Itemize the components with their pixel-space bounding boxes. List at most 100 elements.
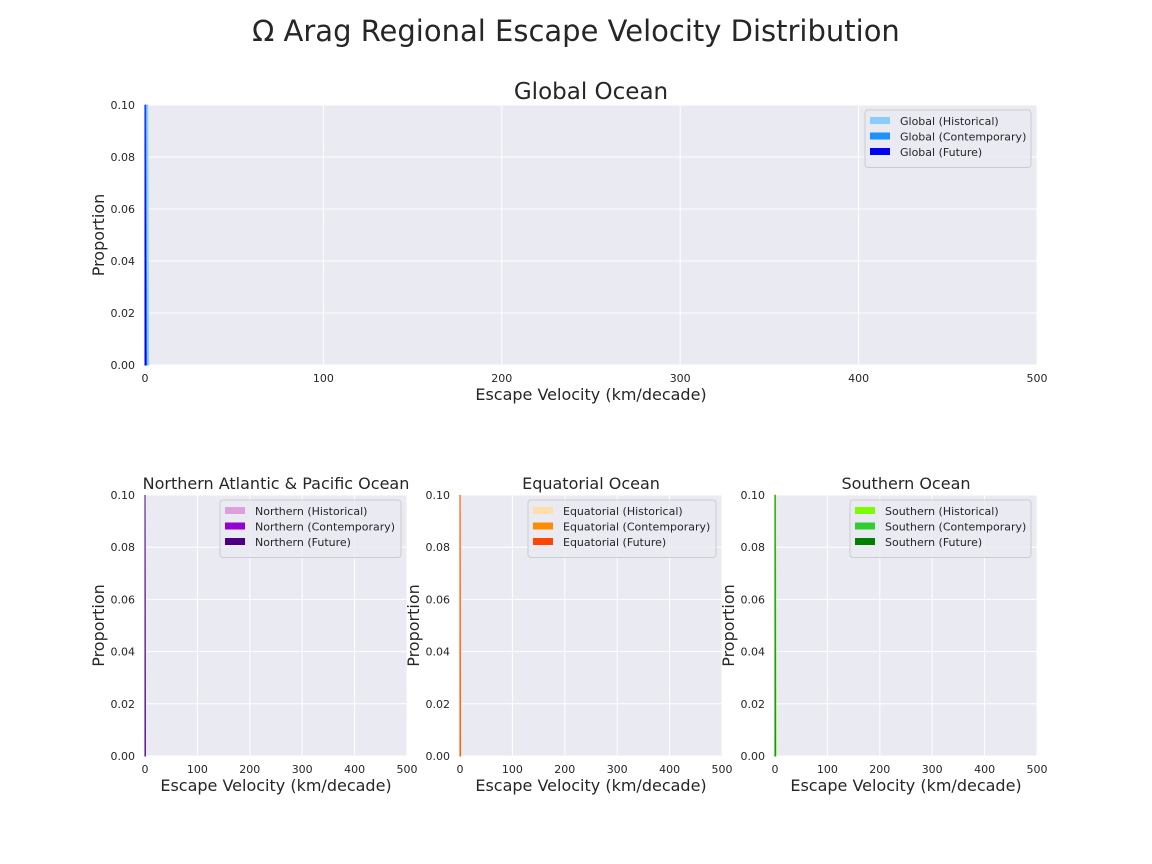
chart-1-legend-label-2: Northern (Future) — [255, 536, 351, 549]
chart-0-y-axis-label: Proportion — [89, 194, 108, 277]
chart-2-y-tick-label: 0.04 — [426, 646, 451, 659]
chart-3-x-tick-label: 100 — [817, 763, 838, 776]
chart-3: 0 100 200 300 400 500 0.00 0.02 0.04 0.06 0.08 0.10… — [719, 474, 1048, 795]
chart-3-legend: Southern (Historical) Southern (Contempor… — [849, 499, 1032, 558]
chart-0-y-tick-label: 0.08 — [111, 151, 136, 164]
chart-3-y-tick-label: 0.00 — [741, 750, 766, 763]
chart-0-legend-swatch-0 — [870, 117, 890, 124]
chart-2-y-tick-label: 0.02 — [426, 698, 451, 711]
chart-2-y-axis-label: Proportion — [404, 584, 423, 667]
chart-2: 0 100 200 300 400 500 0.00 0.02 0.04 0.06 0.08 0.10… — [404, 474, 733, 795]
chart-0-x-axis-label: Escape Velocity (km/decade) — [475, 385, 706, 404]
chart-2-x-tick-label: 0 — [457, 763, 464, 776]
chart-0-x-tick-label: 0 — [142, 372, 149, 385]
chart-2-x-tick-label: 500 — [712, 763, 733, 776]
chart-0: 0 100 200 300 400 500 0.00 0.02 0.04 0.06 0.08 0.10… — [89, 79, 1048, 404]
chart-3-x-tick-label: 0 — [772, 763, 779, 776]
chart-1-legend-label-0: Northern (Historical) — [255, 505, 367, 518]
chart-2-x-tick-label: 200 — [554, 763, 575, 776]
chart-3-x-tick-label: 200 — [869, 763, 890, 776]
chart-3-title: Southern Ocean — [841, 474, 970, 493]
chart-1-y-tick-label: 0.06 — [111, 593, 136, 606]
chart-3-y-tick-label: 0.04 — [741, 646, 766, 659]
chart-2-x-tick-label: 100 — [502, 763, 523, 776]
chart-2-legend-swatch-2 — [533, 538, 553, 545]
chart-3-x-tick-label: 300 — [922, 763, 943, 776]
chart-2-legend: Equatorial (Historical) Equatorial (Conte… — [527, 499, 717, 558]
chart-0-y-tick-label: 0.04 — [111, 255, 136, 268]
chart-0-x-tick-label: 500 — [1027, 372, 1048, 385]
chart-3-legend-label-2: Southern (Future) — [885, 536, 982, 549]
chart-2-y-tick-label: 0.06 — [426, 593, 451, 606]
chart-2-title: Equatorial Ocean — [522, 474, 660, 493]
chart-0-legend-label-1: Global (Contemporary) — [900, 131, 1026, 144]
chart-2-x-tick-label: 400 — [659, 763, 680, 776]
chart-0-y-tick-label: 0.02 — [111, 307, 136, 320]
chart-3-y-axis-label: Proportion — [719, 584, 738, 667]
chart-1-x-tick-label: 0 — [142, 763, 149, 776]
chart-3-y-tick-label: 0.10 — [741, 489, 766, 502]
chart-0-y-tick-label: 0.10 — [111, 99, 136, 112]
chart-1-y-tick-label: 0.00 — [111, 750, 136, 763]
chart-1-legend-swatch-1 — [225, 522, 245, 530]
chart-1-y-tick-label: 0.04 — [111, 646, 136, 659]
chart-2-legend-label-1: Equatorial (Contemporary) — [563, 521, 710, 534]
chart-1-legend-swatch-2 — [225, 538, 245, 545]
chart-1-title: Northern Atlantic & Pacific Ocean — [143, 474, 410, 493]
chart-3-legend-swatch-2 — [855, 538, 875, 545]
chart-0-legend-frame — [864, 109, 1032, 168]
chart-2-y-tick-label: 0.08 — [426, 541, 451, 554]
chart-3-y-tick-label: 0.08 — [741, 541, 766, 554]
chart-0-legend-swatch-1 — [870, 132, 890, 140]
chart-1-y-tick-label: 0.10 — [111, 489, 136, 502]
chart-2-y-tick-label: 0.00 — [426, 750, 451, 763]
chart-3-legend-frame — [849, 499, 1032, 558]
chart-3-y-tick-label: 0.06 — [741, 593, 766, 606]
chart-0-legend: Global (Historical) Global (Contemporary)… — [864, 109, 1032, 168]
chart-0-x-tick-label: 300 — [670, 372, 691, 385]
chart-0-x-tick-label: 200 — [491, 372, 512, 385]
chart-1-x-tick-label: 400 — [344, 763, 365, 776]
chart-2-legend-swatch-0 — [533, 507, 553, 514]
chart-1-legend-frame — [219, 499, 402, 558]
chart-3-y-tick-label: 0.02 — [741, 698, 766, 711]
chart-0-legend-label-2: Global (Future) — [900, 146, 982, 159]
chart-2-x-axis-label: Escape Velocity (km/decade) — [475, 776, 706, 795]
chart-2-legend-label-2: Equatorial (Future) — [563, 536, 666, 549]
chart-0-x-tick-label: 100 — [313, 372, 334, 385]
chart-0-y-tick-label: 0.06 — [111, 203, 136, 216]
figure-title: Ω Arag Regional Escape Velocity Distribu… — [252, 14, 900, 48]
chart-3-x-axis-label: Escape Velocity (km/decade) — [790, 776, 1021, 795]
chart-0-x-tick-label: 400 — [848, 372, 869, 385]
chart-0-y-tick-label: 0.00 — [111, 359, 136, 372]
chart-3-x-tick-label: 500 — [1027, 763, 1048, 776]
chart-1-x-tick-label: 200 — [239, 763, 260, 776]
chart-1-x-tick-label: 300 — [292, 763, 313, 776]
chart-3-x-tick-label: 400 — [974, 763, 995, 776]
chart-1-legend-label-1: Northern (Contemporary) — [255, 521, 395, 534]
chart-0-series-2 — [144, 104, 147, 366]
chart-1-x-tick-label: 100 — [187, 763, 208, 776]
chart-1-legend-swatch-0 — [225, 507, 245, 514]
chart-3-legend-label-0: Southern (Historical) — [885, 505, 999, 518]
chart-1-x-tick-label: 500 — [397, 763, 418, 776]
chart-1-y-axis-label: Proportion — [89, 584, 108, 667]
chart-0-legend-swatch-2 — [870, 148, 890, 155]
chart-1-legend: Northern (Historical) Northern (Contempor… — [219, 499, 402, 558]
chart-3-legend-swatch-0 — [855, 507, 875, 514]
chart-2-y-tick-label: 0.10 — [426, 489, 451, 502]
chart-1-x-axis-label: Escape Velocity (km/decade) — [160, 776, 391, 795]
chart-1: 0 100 200 300 400 500 0.00 0.02 0.04 0.06 0.08 0.10… — [89, 474, 418, 795]
chart-3-legend-swatch-1 — [855, 522, 875, 530]
chart-2-legend-swatch-1 — [533, 522, 553, 530]
chart-3-legend-label-1: Southern (Contemporary) — [885, 521, 1026, 534]
chart-0-legend-label-0: Global (Historical) — [900, 115, 999, 128]
chart-2-legend-frame — [527, 499, 717, 558]
chart-0-title: Global Ocean — [514, 79, 668, 105]
chart-2-legend-label-0: Equatorial (Historical) — [563, 505, 683, 518]
chart-1-y-tick-label: 0.08 — [111, 541, 136, 554]
chart-2-x-tick-label: 300 — [607, 763, 628, 776]
chart-1-y-tick-label: 0.02 — [111, 698, 136, 711]
